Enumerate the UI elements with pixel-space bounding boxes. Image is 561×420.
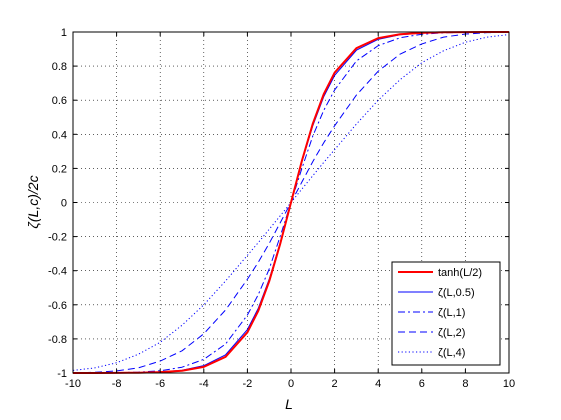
y-tick-label: 0.6	[52, 95, 67, 107]
y-tick-label: -0.2	[48, 232, 67, 244]
y-tick-label: 0.4	[52, 129, 67, 141]
y-tick-label: 0.2	[52, 163, 67, 175]
x-tick-label: 4	[375, 378, 381, 390]
x-tick-label: -6	[155, 378, 165, 390]
x-tick-label: 10	[503, 378, 515, 390]
x-axis-label: L	[285, 396, 293, 412]
legend-box	[391, 261, 501, 366]
legend-label: ζ(L,0.5)	[438, 287, 475, 299]
legend-label: ζ(L,2)	[438, 327, 465, 339]
y-tick-label: -0.8	[48, 334, 67, 346]
y-tick-label: 0	[61, 198, 67, 210]
x-tick-label: -8	[112, 378, 122, 390]
ticks	[72, 31, 510, 374]
y-axis-label: ζ(L,c)/2c	[25, 175, 41, 228]
y-tick-label: -0.6	[48, 300, 67, 312]
y-tick-labels: -1 -0.8 -0.6 -0.4 -0.2 0 0.2 0.4 0.6 0.8 1	[48, 27, 67, 380]
x-tick-label: 8	[462, 378, 468, 390]
grid	[73, 32, 509, 373]
x-tick-label: 0	[288, 378, 294, 390]
y-tick-label: 1	[61, 27, 67, 39]
legend-label: ζ(L,4)	[438, 347, 465, 359]
legend-label: ζ(L,1)	[438, 307, 465, 319]
y-tick-label: -1	[57, 368, 67, 380]
x-tick-label: -4	[199, 378, 209, 390]
legend-label: tanh(L/2)	[438, 267, 482, 279]
x-tick-label: -10	[65, 378, 81, 390]
x-tick-label: 6	[419, 378, 425, 390]
x-tick-label: -2	[243, 378, 253, 390]
y-tick-label: -0.4	[48, 266, 67, 278]
legend: tanh(L/2) ζ(L,0.5) ζ(L,1) ζ(L,2) ζ(L,4)	[391, 261, 501, 366]
x-tick-labels: -10 -8 -6 -4 -2 0 2 4 6 8 10	[65, 378, 515, 390]
x-tick-label: 2	[332, 378, 338, 390]
y-tick-label: 0.8	[52, 61, 67, 73]
